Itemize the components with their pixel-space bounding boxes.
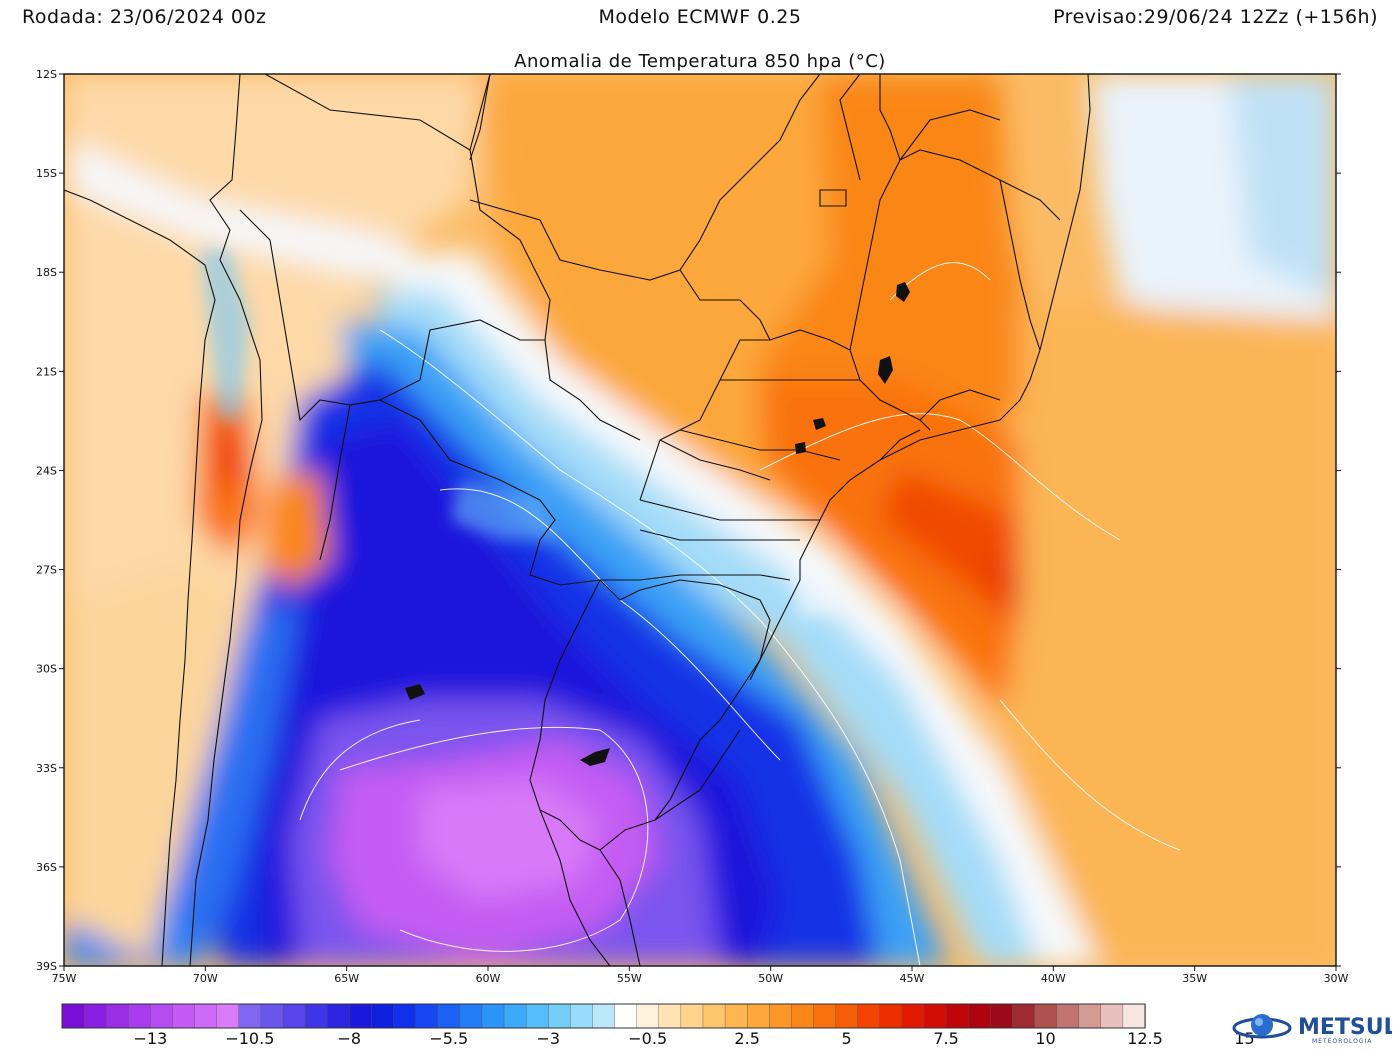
colorbar-swatch [260, 1003, 284, 1029]
colorbar-swatch [459, 1003, 483, 1029]
colorbar-label: −0.5 [628, 1029, 667, 1048]
lon-tick-label: 65W [334, 972, 359, 985]
colorbar-swatch [61, 1003, 85, 1029]
colorbar-swatch [680, 1003, 704, 1029]
colorbar-label: 5 [842, 1029, 852, 1048]
lon-tick-label: 45W [900, 972, 925, 985]
lon-tick-label: 50W [758, 972, 783, 985]
colorbar-swatch [194, 1003, 218, 1029]
political-borders [64, 74, 1091, 966]
lat-tick-label: 18S [36, 266, 57, 279]
colorbar-label: −3 [536, 1029, 560, 1048]
latitude-axis: 12S 15S 18S 21S 24S 27S 30S 33S 36S 39S [36, 68, 1341, 973]
lon-tick-label: 60W [476, 972, 501, 985]
logo-subtitle: METEOROLOGIA [1312, 1038, 1372, 1045]
forecast-time-label: Previsao:29/06/24 12Zz (+156h) [1053, 6, 1378, 28]
colorbar-swatch [150, 1003, 174, 1029]
colorbar-swatch [658, 1003, 682, 1029]
lon-tick-label: 75W [52, 972, 77, 985]
colorbar-swatch [614, 1003, 638, 1029]
colorbar-swatch [724, 1003, 748, 1029]
colorbar-swatch [857, 1003, 881, 1029]
colorbar-swatch [570, 1003, 594, 1029]
colorbar-swatches [61, 1003, 1146, 1029]
longitude-axis: 75W 70W 65W 60W 55W 50W 45W 40W 35W 30W [52, 966, 1349, 985]
colorbar-swatch [393, 1003, 417, 1029]
colorbar-swatch [106, 1003, 130, 1029]
colorbar-swatch [437, 1003, 461, 1029]
model-label: Modelo ECMWF 0.25 [598, 6, 802, 28]
colorbar-swatch [415, 1003, 439, 1029]
lat-tick-label: 15S [36, 167, 57, 180]
colorbar-label: −10.5 [225, 1029, 274, 1048]
lon-tick-label: 40W [1041, 972, 1066, 985]
colorbar-labels: −13 −10.5 −8 −5.5 −3 −0.5 2.5 5 7.5 10 12.5 15 [134, 1029, 1255, 1048]
colorbar-swatch [1056, 1003, 1080, 1029]
colorbar-swatch [503, 1003, 527, 1029]
map-title: Anomalia de Temperatura 850 hpa (°C) [514, 51, 886, 72]
colorbar-swatch [327, 1003, 351, 1029]
colorbar-swatch [525, 1003, 549, 1029]
lat-tick-label: 36S [36, 861, 57, 874]
colorbar-swatch [548, 1003, 572, 1029]
colorbar-swatch [636, 1003, 660, 1029]
colorbar-label: 2.5 [734, 1029, 759, 1048]
colorbar-swatch [1034, 1003, 1058, 1029]
lon-tick-label: 35W [1182, 972, 1207, 985]
colorbar-swatch [371, 1003, 395, 1029]
colorbar-label: −5.5 [429, 1029, 468, 1048]
lon-tick-label: 55W [617, 972, 642, 985]
colorbar-swatch [901, 1003, 925, 1029]
colorbar-label: 7.5 [933, 1029, 958, 1048]
lon-tick-label: 70W [193, 972, 218, 985]
colorbar-swatch [1012, 1003, 1036, 1029]
colorbar-swatch [83, 1003, 107, 1029]
colorbar-swatch [746, 1003, 770, 1029]
colorbar-swatch [1078, 1003, 1102, 1029]
anomaly-field [64, 74, 1336, 966]
colorbar-swatch [967, 1003, 991, 1029]
colorbar-swatch [945, 1003, 969, 1029]
colorbar-swatch [238, 1003, 262, 1029]
map-small-features [405, 189, 910, 766]
colorbar-swatch [769, 1003, 793, 1029]
colorbar-swatch [923, 1003, 947, 1029]
run-time-label: Rodada: 23/06/2024 00z [22, 6, 267, 28]
lat-tick-label: 33S [36, 762, 57, 775]
lat-tick-label: 39S [36, 960, 57, 973]
colorbar-swatch [1122, 1003, 1146, 1029]
lat-tick-label: 21S [36, 365, 57, 378]
colorbar-swatch [304, 1003, 328, 1029]
colorbar-label: 12.5 [1127, 1029, 1163, 1048]
metsul-logo: METSUL METEOROLOGIA [1232, 1014, 1392, 1045]
lon-tick-label: 30W [1324, 972, 1349, 985]
colorbar-swatch [813, 1003, 837, 1029]
colorbar-swatch [990, 1003, 1014, 1029]
lat-tick-label: 24S [36, 464, 57, 477]
colorbar-swatch [791, 1003, 815, 1029]
colorbar-swatch [592, 1003, 616, 1029]
colorbar-swatch [172, 1003, 196, 1029]
colorbar-label: −13 [134, 1029, 168, 1048]
colorbar-swatch [216, 1003, 240, 1029]
colorbar-swatch [349, 1003, 373, 1029]
colorbar-swatch [702, 1003, 726, 1029]
lat-tick-label: 27S [36, 564, 57, 577]
colorbar-swatch [835, 1003, 859, 1029]
colorbar-label: −8 [338, 1029, 362, 1048]
lat-tick-label: 30S [36, 663, 57, 676]
colorbar-swatch [481, 1003, 505, 1029]
temperature-anomaly-map[interactable]: 12S 15S 18S 21S 24S 27S 30S 33S 36S 39S 75W 70W 65W… [0, 0, 1400, 1000]
lat-tick-label: 12S [36, 68, 57, 81]
colorbar-swatch [282, 1003, 306, 1029]
logo-name: METSUL [1298, 1015, 1392, 1040]
map-frame [63, 73, 1337, 967]
colorbar-swatch [128, 1003, 152, 1029]
colorbar-swatch [1100, 1003, 1124, 1029]
colorbar-label: 10 [1035, 1029, 1055, 1048]
colorbar-swatch [879, 1003, 903, 1029]
